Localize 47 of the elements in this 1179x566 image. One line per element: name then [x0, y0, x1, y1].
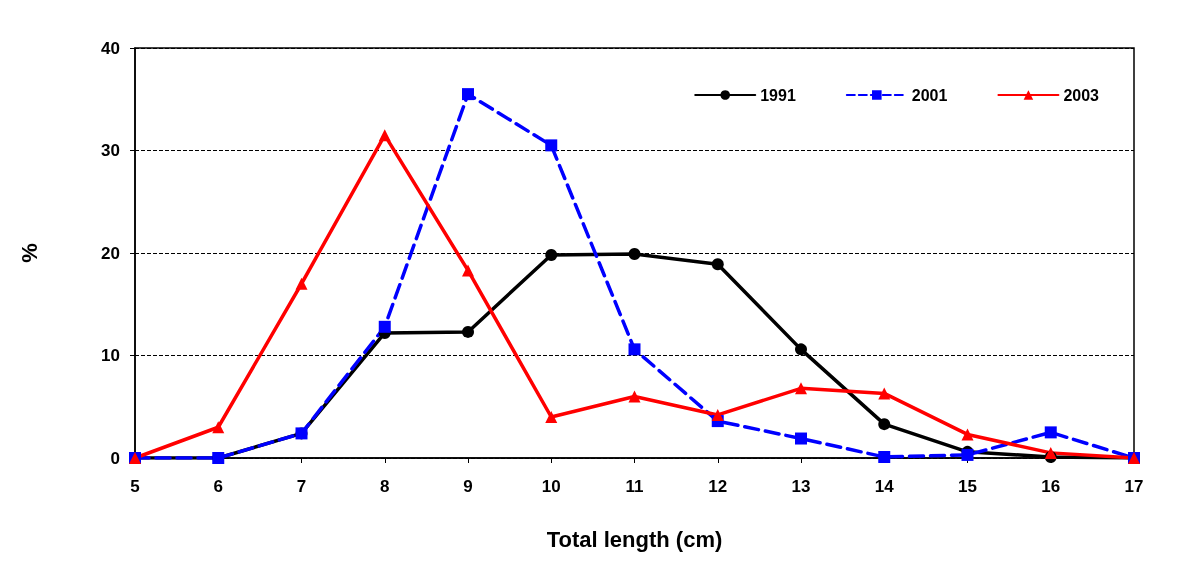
- point: [628, 248, 641, 261]
- point: [628, 343, 641, 356]
- point: [961, 428, 974, 441]
- x-tick-label: 16: [1041, 477, 1061, 496]
- x-tick-label: 9: [463, 477, 473, 496]
- y-tick-label: 20: [101, 243, 120, 263]
- point: [545, 139, 558, 152]
- x-tick-label: 5: [130, 477, 140, 496]
- point: [545, 411, 558, 423]
- y-tick-label: 10: [101, 346, 120, 365]
- legend-label: 1991: [760, 86, 796, 104]
- x-tick-label: 8: [380, 477, 390, 496]
- x-tick-label: 14: [874, 477, 895, 496]
- point: [878, 418, 891, 431]
- y-tick-label: 30: [101, 141, 120, 160]
- point: [795, 382, 807, 395]
- point: [711, 408, 724, 421]
- point: [795, 343, 807, 356]
- point: [295, 277, 308, 290]
- legend-label: 2003: [1063, 86, 1100, 104]
- point: [878, 450, 891, 463]
- legend-label: 2001: [911, 86, 948, 104]
- point: [1044, 446, 1057, 459]
- point: [462, 325, 474, 338]
- x-tick-label: 6: [213, 477, 223, 496]
- point: [878, 387, 891, 400]
- x-tick-label: 11: [625, 477, 644, 496]
- point: [378, 129, 391, 142]
- point: [628, 390, 641, 403]
- point: [212, 421, 225, 434]
- point: [462, 264, 474, 277]
- y-tick-label: 40: [101, 38, 120, 58]
- x-tick-label: 17: [1124, 477, 1144, 496]
- point: [545, 249, 558, 262]
- point: [462, 88, 474, 101]
- x-tick-label: 15: [958, 477, 977, 496]
- x-tick-label: 10: [541, 477, 561, 496]
- y-axis-title: %: [16, 243, 42, 263]
- x-axis-title: Total length (cm): [546, 526, 723, 552]
- point: [378, 320, 391, 333]
- point: [711, 258, 724, 271]
- point: [1044, 426, 1057, 439]
- y-tick-label: 0: [110, 448, 120, 468]
- x-tick-label: 7: [296, 477, 307, 496]
- x-tick-label: 13: [791, 477, 811, 496]
- point: [795, 432, 807, 445]
- x-tick-label: 12: [708, 477, 728, 496]
